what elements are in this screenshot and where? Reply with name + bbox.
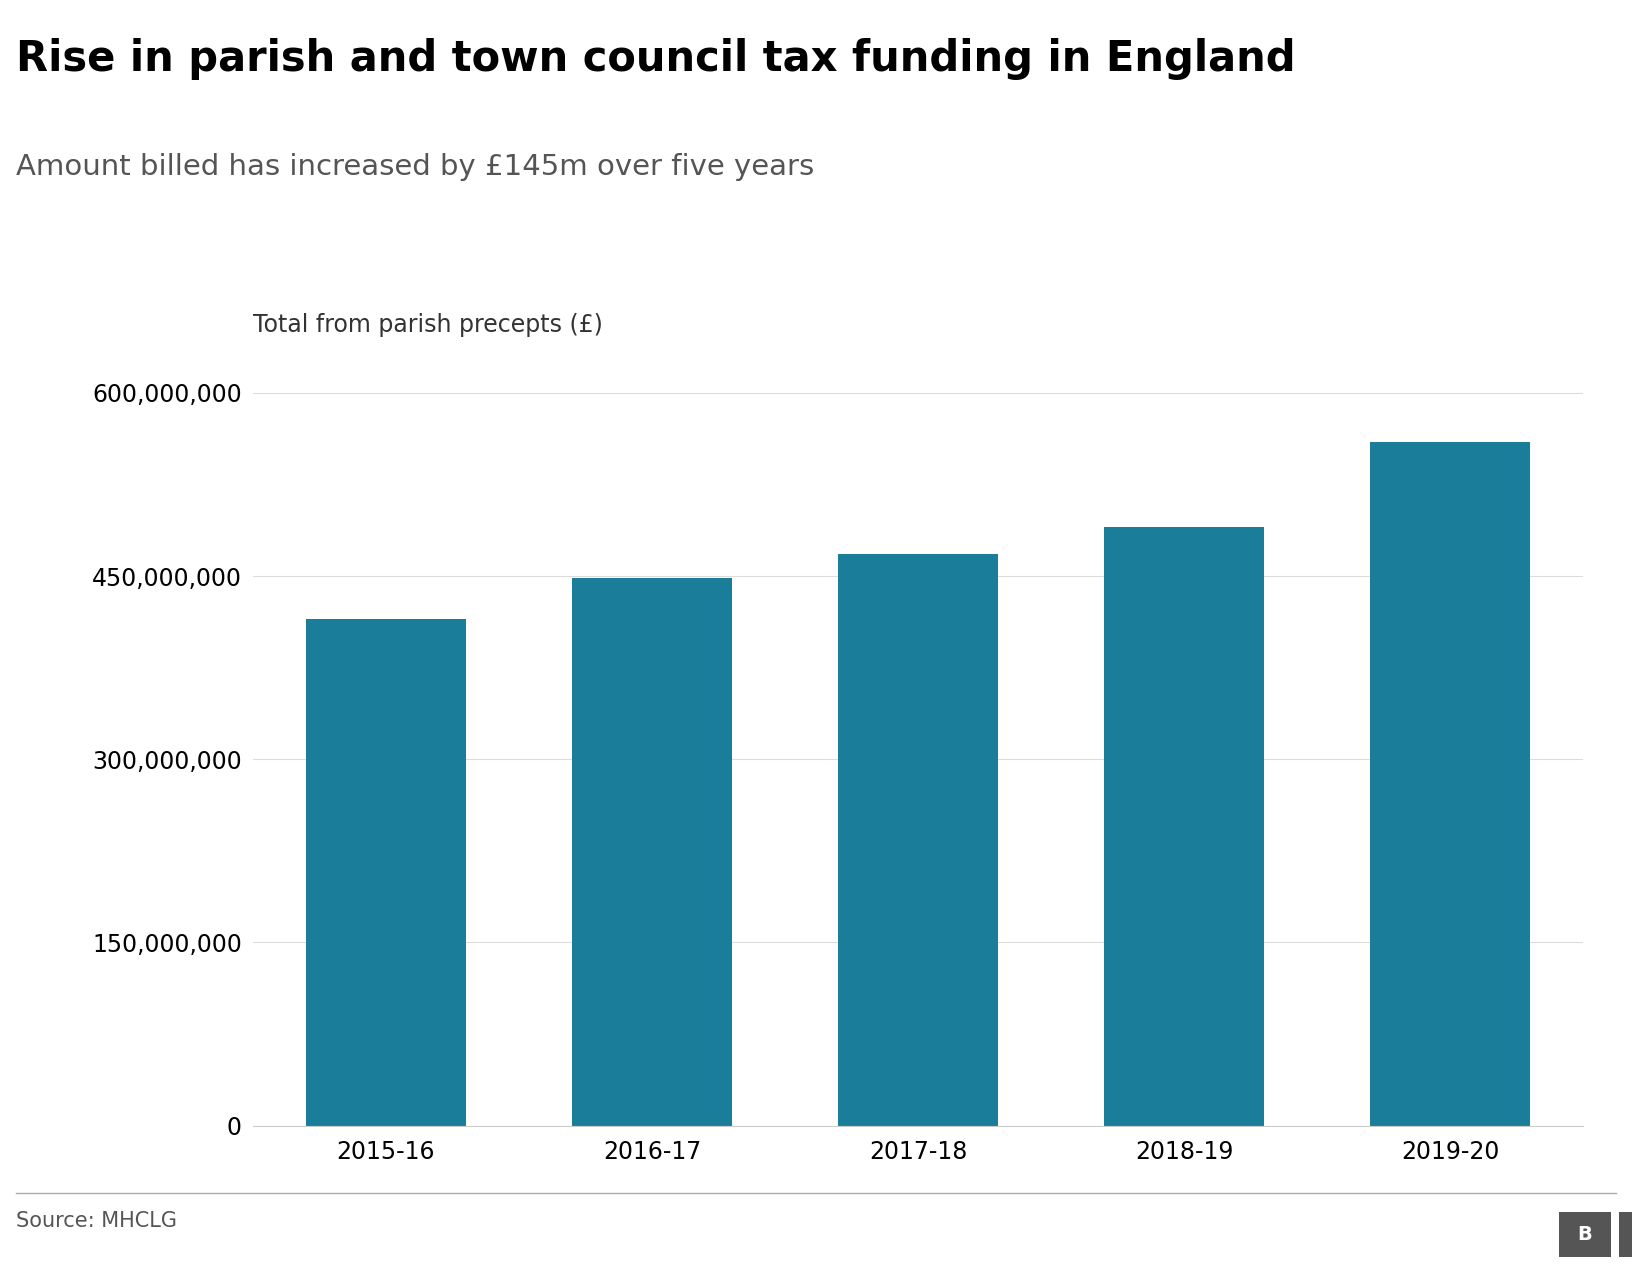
Bar bbox=[1371, 441, 1529, 1126]
Bar bbox=[1105, 527, 1263, 1126]
Text: Total from parish precepts (£): Total from parish precepts (£) bbox=[253, 313, 602, 337]
Bar bbox=[307, 618, 465, 1126]
Bar bbox=[839, 555, 997, 1126]
Text: B: B bbox=[1577, 1225, 1593, 1244]
Bar bbox=[573, 579, 731, 1126]
Text: Source: MHCLG: Source: MHCLG bbox=[16, 1211, 178, 1231]
Text: Amount billed has increased by £145m over five years: Amount billed has increased by £145m ove… bbox=[16, 153, 814, 181]
Text: Rise in parish and town council tax funding in England: Rise in parish and town council tax fund… bbox=[16, 38, 1296, 80]
